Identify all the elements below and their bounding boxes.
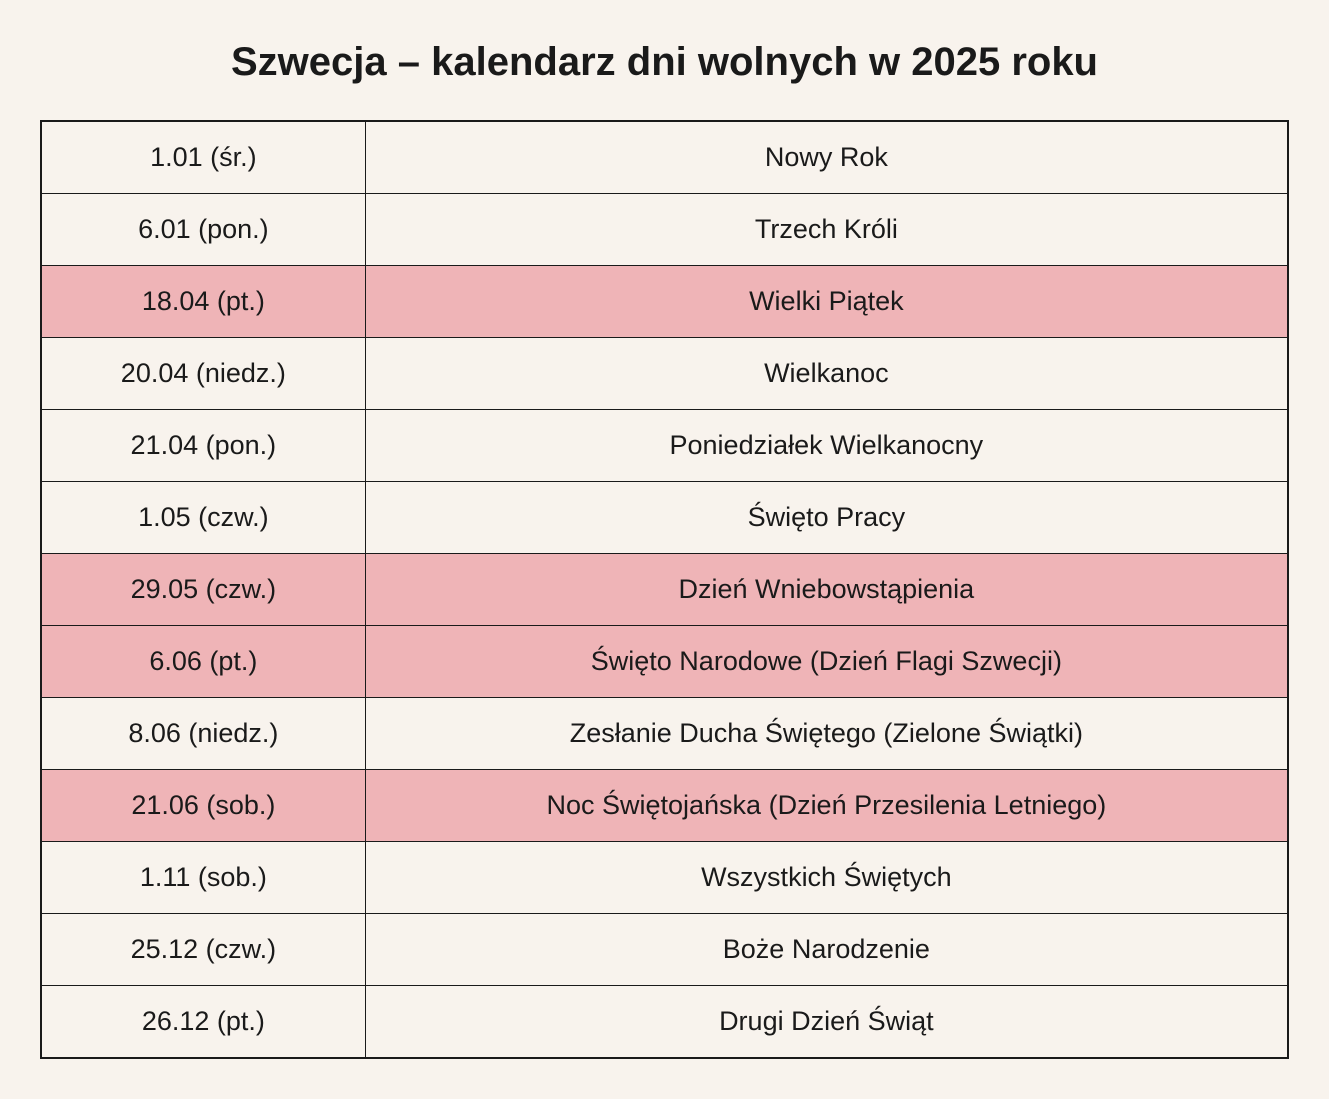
table-cell-date: 26.12 (pt.) bbox=[41, 986, 365, 1059]
table-cell-name: Drugi Dzień Świąt bbox=[365, 986, 1288, 1059]
table-cell-date: 18.04 (pt.) bbox=[41, 266, 365, 338]
table-row: 18.04 (pt.)Wielki Piątek bbox=[41, 266, 1288, 338]
page-title: Szwecja – kalendarz dni wolnych w 2025 r… bbox=[40, 40, 1289, 85]
page-container: Szwecja – kalendarz dni wolnych w 2025 r… bbox=[40, 40, 1289, 1059]
table-cell-date: 6.01 (pon.) bbox=[41, 194, 365, 266]
table-cell-name: Poniedziałek Wielkanocny bbox=[365, 410, 1288, 482]
table-cell-name: Wielkanoc bbox=[365, 338, 1288, 410]
table-row: 26.12 (pt.)Drugi Dzień Świąt bbox=[41, 986, 1288, 1059]
table-cell-date: 29.05 (czw.) bbox=[41, 554, 365, 626]
table-row: 25.12 (czw.)Boże Narodzenie bbox=[41, 914, 1288, 986]
holidays-table-body: 1.01 (śr.)Nowy Rok6.01 (pon.)Trzech Król… bbox=[41, 121, 1288, 1058]
table-row: 21.06 (sob.)Noc Świętojańska (Dzień Prze… bbox=[41, 770, 1288, 842]
table-cell-name: Święto Pracy bbox=[365, 482, 1288, 554]
table-cell-name: Boże Narodzenie bbox=[365, 914, 1288, 986]
table-cell-name: Święto Narodowe (Dzień Flagi Szwecji) bbox=[365, 626, 1288, 698]
table-cell-name: Dzień Wniebowstąpienia bbox=[365, 554, 1288, 626]
table-cell-name: Noc Świętojańska (Dzień Przesilenia Letn… bbox=[365, 770, 1288, 842]
table-row: 6.01 (pon.)Trzech Króli bbox=[41, 194, 1288, 266]
table-cell-name: Trzech Króli bbox=[365, 194, 1288, 266]
table-row: 1.11 (sob.)Wszystkich Świętych bbox=[41, 842, 1288, 914]
table-cell-date: 20.04 (niedz.) bbox=[41, 338, 365, 410]
table-cell-name: Wielki Piątek bbox=[365, 266, 1288, 338]
table-row: 21.04 (pon.)Poniedziałek Wielkanocny bbox=[41, 410, 1288, 482]
table-row: 20.04 (niedz.)Wielkanoc bbox=[41, 338, 1288, 410]
table-cell-date: 6.06 (pt.) bbox=[41, 626, 365, 698]
table-cell-name: Nowy Rok bbox=[365, 121, 1288, 194]
table-row: 1.05 (czw.)Święto Pracy bbox=[41, 482, 1288, 554]
table-cell-name: Zesłanie Ducha Świętego (Zielone Świątki… bbox=[365, 698, 1288, 770]
table-cell-date: 8.06 (niedz.) bbox=[41, 698, 365, 770]
table-cell-date: 1.01 (śr.) bbox=[41, 121, 365, 194]
table-row: 6.06 (pt.)Święto Narodowe (Dzień Flagi S… bbox=[41, 626, 1288, 698]
table-row: 29.05 (czw.)Dzień Wniebowstąpienia bbox=[41, 554, 1288, 626]
holidays-table: 1.01 (śr.)Nowy Rok6.01 (pon.)Trzech Król… bbox=[40, 120, 1289, 1059]
table-cell-date: 1.11 (sob.) bbox=[41, 842, 365, 914]
table-cell-date: 1.05 (czw.) bbox=[41, 482, 365, 554]
table-cell-name: Wszystkich Świętych bbox=[365, 842, 1288, 914]
table-row: 1.01 (śr.)Nowy Rok bbox=[41, 121, 1288, 194]
table-cell-date: 21.04 (pon.) bbox=[41, 410, 365, 482]
table-row: 8.06 (niedz.)Zesłanie Ducha Świętego (Zi… bbox=[41, 698, 1288, 770]
table-cell-date: 25.12 (czw.) bbox=[41, 914, 365, 986]
table-cell-date: 21.06 (sob.) bbox=[41, 770, 365, 842]
